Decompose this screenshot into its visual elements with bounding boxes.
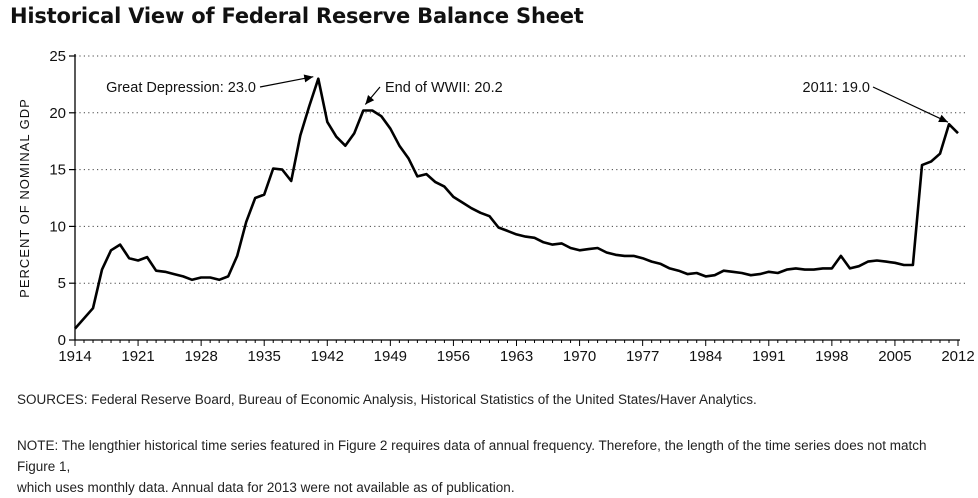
y-tick-label: 25: [49, 48, 66, 65]
annotation-label: Great Depression: 23.0: [106, 80, 256, 96]
x-tick-label: 1984: [689, 348, 722, 365]
chart-title: Historical View of Federal Reserve Balan…: [10, 4, 584, 28]
line-chart: 0 5 10 15 20 25 1914 1921 1928 1935 1942 1949 1956 1…: [17, 48, 975, 365]
y-tick-label: 5: [58, 275, 66, 292]
y-tick-label: 20: [49, 105, 66, 122]
sources-text: SOURCES: Federal Reserve Board, Bureau o…: [17, 392, 757, 407]
annotation-label: 2011: 19.0: [803, 80, 870, 96]
note-line: NOTE: The lengthier historical time seri…: [17, 438, 927, 474]
x-tick-label: 1942: [311, 348, 344, 365]
x-tick-label: 1977: [626, 348, 659, 365]
x-tick-label: 1921: [121, 348, 154, 365]
x-tick-label: 1956: [437, 348, 470, 365]
y-tick-label: 10: [49, 218, 66, 235]
y-tick-label: 15: [49, 162, 66, 179]
x-tick-label: 2005: [878, 348, 911, 365]
annotation-arrowhead: [938, 114, 948, 123]
x-tick-label: 1963: [500, 348, 533, 365]
note-text: NOTE: The lengthier historical time seri…: [17, 435, 967, 498]
y-axis-label: PERCENT OF NOMINAL GDP: [17, 98, 32, 298]
x-tick-label: 1914: [58, 348, 91, 365]
y-tick-label: 0: [58, 332, 66, 349]
x-tick-label: 2012: [941, 348, 974, 365]
x-tick-label: 1991: [752, 348, 785, 365]
annotation-arrowhead: [303, 74, 314, 83]
x-tick-label: 1949: [374, 348, 407, 365]
x-tick-label: 1998: [815, 348, 848, 365]
annotation-arrow: [259, 76, 314, 88]
x-tick-label: 1970: [563, 348, 596, 365]
annotation-label: End of WWII: 20.2: [385, 80, 503, 96]
note-line: which uses monthly data. Annual data for…: [17, 480, 515, 495]
annotation-arrowhead: [365, 95, 375, 105]
x-tick-label: 1935: [248, 348, 281, 365]
annotation-arrow: [872, 86, 949, 123]
series-line: [74, 77, 959, 330]
x-tick-label: 1928: [184, 348, 217, 365]
